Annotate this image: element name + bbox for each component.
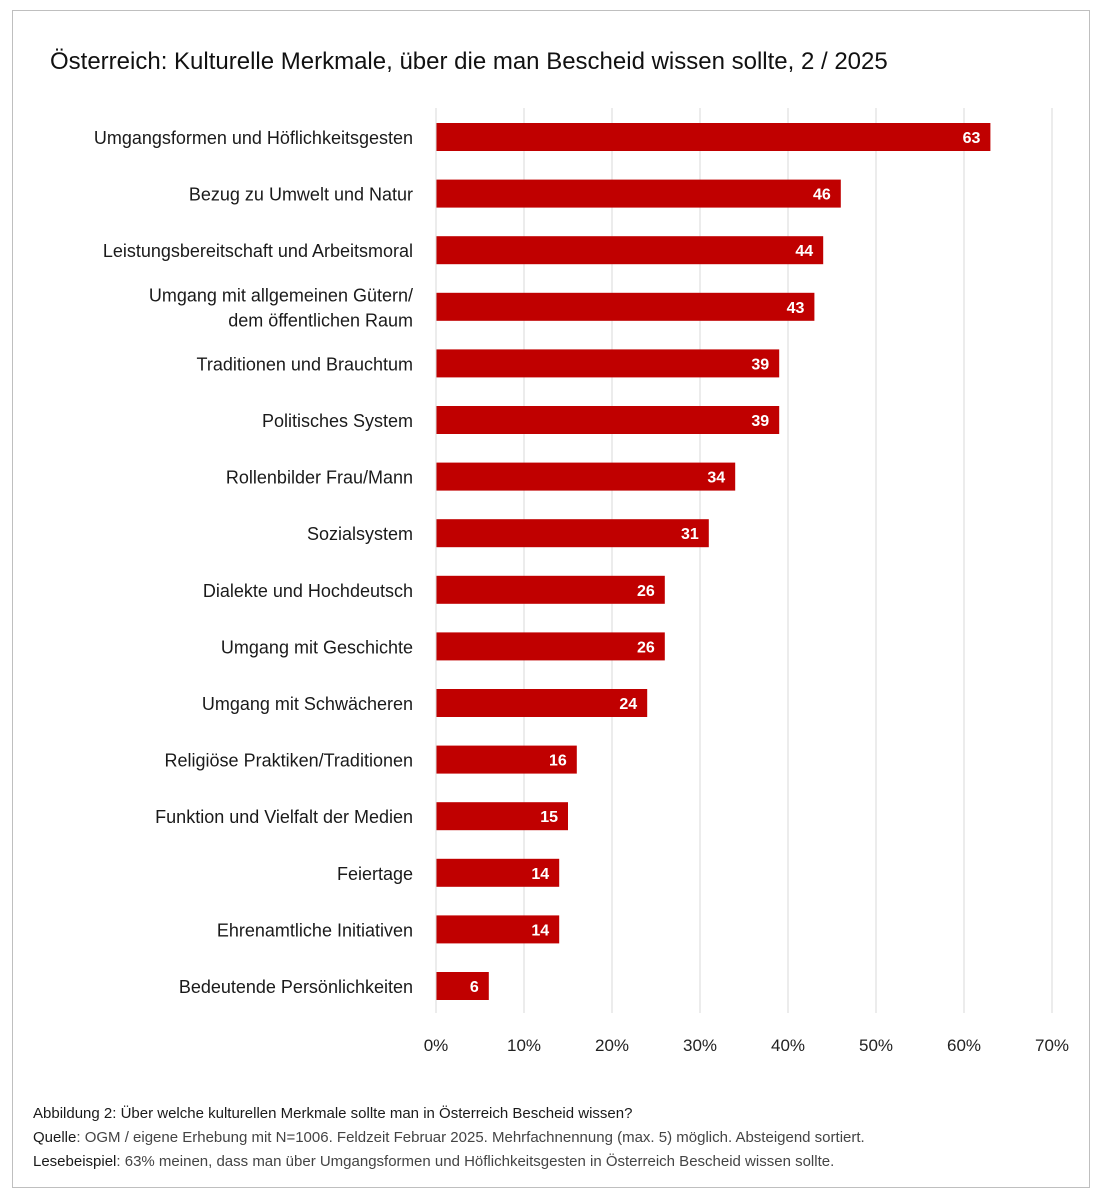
bar-value-label: 39 <box>751 413 769 430</box>
bar-value-label: 46 <box>813 187 831 204</box>
bar <box>436 972 489 1000</box>
caption-figure: Abbildung 2: Über welche kulturellen Mer… <box>33 1105 633 1122</box>
x-tick-label: 0% <box>424 1036 449 1055</box>
bar <box>436 292 815 321</box>
bar-value-label: 34 <box>707 470 725 487</box>
figure-caption: Abbildung 2: Über welche kulturellen Mer… <box>33 1102 865 1174</box>
category-label: Religiöse Praktiken/Traditionen <box>165 751 413 771</box>
x-tick-label: 50% <box>859 1036 893 1055</box>
bar <box>436 406 780 434</box>
bar <box>436 858 560 887</box>
bar-value-label: 39 <box>751 356 769 373</box>
bar-value-label: 15 <box>540 809 558 826</box>
x-tick-label: 40% <box>771 1036 805 1055</box>
bar-chart: 0% 10% 20% 30% 40% 50% 60% 70% 63 Umgangsformen u… <box>94 108 1069 1055</box>
x-tick-label: 10% <box>507 1036 541 1055</box>
category-label: Rollenbilder Frau/Mann <box>226 468 413 488</box>
caption-source: Quelle: OGM / eigene Erhebung mit N=1006… <box>33 1126 865 1150</box>
bar <box>436 745 577 774</box>
bar-value-label: 44 <box>795 243 813 260</box>
category-label: Dialekte und Hochdeutsch <box>203 581 413 601</box>
category-label: Leistungsbereitschaft und Arbeitsmoral <box>103 241 413 261</box>
bar-value-label: 63 <box>963 130 981 147</box>
bar-value-label: 14 <box>531 922 549 939</box>
caption-example: Lesebeispiel: 63% meinen, dass man über … <box>33 1150 865 1174</box>
bar <box>436 915 560 944</box>
x-tick-label: 70% <box>1035 1036 1069 1055</box>
category-label: Umgang mit Schwächeren <box>202 694 413 714</box>
example-label: Lesebeispiel <box>33 1153 117 1170</box>
bar <box>436 123 991 151</box>
figure-frame <box>12 10 1090 1188</box>
category-label: Umgang mit Geschichte <box>221 637 413 657</box>
bar-value-label: 26 <box>637 583 655 600</box>
category-label: Umgang mit allgemeinen Gütern/dem öffent… <box>149 285 413 330</box>
x-tick-label: 20% <box>595 1036 629 1055</box>
bar-value-label: 14 <box>531 866 549 883</box>
category-label: Sozialsystem <box>307 524 413 544</box>
bar <box>436 349 780 378</box>
bar-value-label: 24 <box>619 696 637 713</box>
bar <box>436 179 841 208</box>
bar <box>436 689 648 717</box>
source-label: Quelle <box>33 1129 77 1146</box>
bar-value-label: 31 <box>681 526 699 543</box>
bar <box>436 462 736 491</box>
bar <box>436 519 709 548</box>
category-label: Feiertage <box>337 864 413 884</box>
example-text: : 63% meinen, dass man über Umgangsforme… <box>116 1153 835 1170</box>
bar-value-label: 43 <box>787 300 805 317</box>
category-label: Traditionen und Brauchtum <box>197 354 413 374</box>
bar-value-label: 16 <box>549 753 567 770</box>
category-label: Bedeutende Persönlichkeiten <box>179 977 413 997</box>
bar <box>436 575 665 604</box>
category-label: Bezug zu Umwelt und Natur <box>189 185 413 205</box>
chart-title: Österreich: Kulturelle Merkmale, über di… <box>50 48 888 75</box>
x-tick-label: 60% <box>947 1036 981 1055</box>
bar-value-label: 26 <box>637 639 655 656</box>
bar-value-label: 6 <box>470 979 479 996</box>
category-label: Ehrenamtliche Initiativen <box>217 920 413 940</box>
bar <box>436 802 568 831</box>
x-tick-label: 30% <box>683 1036 717 1055</box>
category-label: Funktion und Vielfalt der Medien <box>155 807 413 827</box>
category-label: Politisches System <box>262 411 413 431</box>
bar <box>436 236 824 265</box>
category-label: Umgangsformen und Höflichkeitsgesten <box>94 128 413 148</box>
source-text: : OGM / eigene Erhebung mit N=1006. Feld… <box>76 1129 865 1146</box>
bar <box>436 632 665 661</box>
